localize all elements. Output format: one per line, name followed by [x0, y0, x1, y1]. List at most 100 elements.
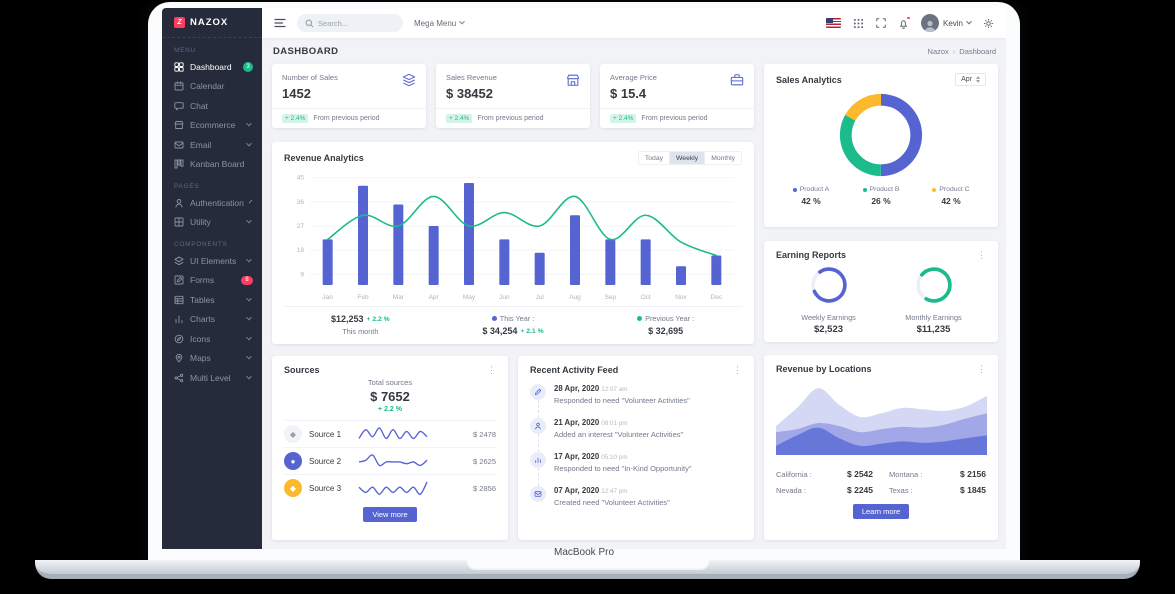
user-menu[interactable]: Kevin — [920, 14, 972, 32]
month-label: This month — [342, 327, 379, 336]
sidebar-badge: 8 — [241, 275, 253, 285]
main-area: Mega Menu — [262, 8, 1006, 549]
period-tabs: Today Weekly Monthly — [637, 151, 742, 165]
period-select[interactable]: Apr — [955, 73, 986, 86]
kebab-menu-icon[interactable]: ⋮ — [487, 364, 496, 375]
dashboard-icon — [174, 62, 184, 72]
kebab-menu-icon[interactable]: ⋮ — [977, 363, 986, 374]
sidebar-item-ecommerce[interactable]: Ecommerce — [162, 116, 262, 136]
sidebar-item-dashboard[interactable]: Dashboard 3 — [162, 57, 262, 77]
source-row-source-3[interactable]: ◆ Source 3 $ 2856 — [284, 474, 496, 501]
svg-text:Aug: Aug — [569, 294, 581, 301]
source-icon: ● — [284, 452, 302, 470]
content: Number of Sales 1452 + 2.4% From previou… — [262, 64, 1006, 540]
activity-item: 21 Apr, 2020 08:01 pm Added an interest "… — [530, 418, 742, 452]
timeline-rail — [538, 468, 539, 486]
legend-dot — [862, 187, 867, 192]
revenue-analytics-chart: 45 36 27 18 9 Jan Feb Mar Apr May Jun Jul Aug Sep Oct N… — [297, 175, 734, 301]
svg-text:Jan: Jan — [322, 294, 333, 301]
card-title: Sales Analytics — [776, 74, 842, 85]
tables-icon — [174, 295, 184, 305]
multi-level-icon — [174, 373, 184, 383]
earning-ring-chart — [915, 267, 952, 303]
activity-item: 17 Apr, 2020 05:10 pm Responded to need "… — [530, 452, 742, 486]
sidebar-item-calendar[interactable]: Calendar — [162, 77, 262, 97]
earning-metrics: Weekly Earnings $2,523 Monthly Earnings $… — [776, 265, 986, 335]
mega-menu-button[interactable]: Mega Menu — [414, 19, 466, 28]
sidebar-item-icons[interactable]: Icons — [162, 329, 262, 349]
tab-weekly[interactable]: Weekly — [669, 151, 706, 165]
view-more-button[interactable]: View more — [363, 507, 417, 522]
timeline-rail — [538, 434, 539, 452]
revenue-by-locations-card: Revenue by Locations ⋮ California : $ 25… — [764, 355, 998, 540]
store-icon — [566, 73, 580, 87]
chevron-down-icon — [246, 373, 252, 380]
earning-metric-weekly-earnings: Weekly Earnings $2,523 — [776, 265, 881, 335]
sidebar-item-ui-elements[interactable]: UI Elements — [162, 251, 262, 271]
donut-legend: Product A 42 % Product B 26 % Product C … — [776, 186, 986, 206]
sidebar-item-multi-level[interactable]: Multi Level — [162, 368, 262, 388]
chevron-down-icon — [246, 334, 252, 341]
topbar-actions: Kevin — [825, 14, 994, 32]
legend-dot — [932, 187, 937, 192]
ecommerce-icon — [174, 120, 184, 130]
activity-item: 07 Apr, 2020 12:47 pm Created need "Volun… — [530, 486, 742, 520]
breadcrumb-separator: › — [952, 47, 956, 56]
search-box[interactable] — [297, 14, 403, 32]
learn-more-button[interactable]: Learn more — [852, 504, 910, 519]
mail-icon — [530, 486, 546, 502]
chevron-down-icon — [246, 256, 252, 263]
sources-card: Sources ⋮ Total sources $ 7652 + 2.2 % ◆… — [272, 356, 508, 540]
source-sparkline-chart — [358, 454, 428, 467]
tab-monthly[interactable]: Monthly — [704, 151, 742, 165]
notifications-bell-icon[interactable] — [898, 15, 911, 29]
location-stat-montana-: Montana : $ 2156 — [889, 469, 986, 479]
source-icon: ◆ — [284, 479, 302, 497]
legend-item-product-a: Product A 42 % — [776, 186, 846, 206]
sidebar-item-chat[interactable]: Chat — [162, 96, 262, 116]
sidebar-item-maps[interactable]: Maps — [162, 349, 262, 369]
apps-grid-icon[interactable] — [853, 18, 864, 29]
breadcrumb-root[interactable]: Nazox — [927, 47, 949, 56]
settings-gear-icon[interactable] — [983, 18, 994, 29]
kebab-menu-icon[interactable]: ⋮ — [733, 364, 742, 375]
card-title: Earning Reports — [776, 250, 847, 260]
logo[interactable]: Z NAZOX — [162, 8, 262, 38]
revenue-analytics-card: Revenue Analytics Today Weekly Monthly 45 3… — [272, 142, 754, 344]
source-row-source-2[interactable]: ● Source 2 $ 2625 — [284, 447, 496, 474]
sidebar-item-forms[interactable]: Forms 8 — [162, 271, 262, 291]
kebab-menu-icon[interactable]: ⋮ — [977, 249, 986, 260]
sidebar-item-kanban-board[interactable]: Kanban Board — [162, 155, 262, 175]
sidebar-item-charts[interactable]: Charts — [162, 310, 262, 330]
svg-text:Mar: Mar — [393, 294, 405, 301]
svg-text:45: 45 — [297, 175, 305, 182]
location-stats: California : $ 2542 Montana : $ 2156 Nev… — [776, 466, 986, 498]
page-header: DASHBOARD Nazox › Dashboard — [262, 38, 1006, 64]
tab-today[interactable]: Today — [637, 151, 671, 165]
nazox-logo-icon: Z — [174, 17, 185, 28]
menu-toggle-button[interactable] — [274, 18, 286, 28]
svg-text:Jul: Jul — [536, 294, 545, 301]
search-input[interactable] — [318, 18, 395, 28]
location-stat-nevada-: Nevada : $ 2245 — [776, 485, 873, 495]
kanban-icon — [174, 159, 184, 169]
notification-dot — [906, 15, 911, 20]
user-icon — [530, 418, 546, 434]
maps-icon — [174, 353, 184, 363]
svg-text:Jun: Jun — [499, 294, 510, 301]
this-year-dot — [491, 316, 497, 321]
sidebar-item-tables[interactable]: Tables — [162, 290, 262, 310]
earning-ring-chart — [810, 267, 847, 303]
fullscreen-icon[interactable] — [876, 18, 886, 28]
sidebar-item-authentication[interactable]: Authentication — [162, 193, 262, 213]
sidebar-item-email[interactable]: Email — [162, 135, 262, 155]
sidebar-item-utility[interactable]: Utility — [162, 213, 262, 233]
delta-badge: + 2.4% — [446, 114, 473, 123]
chart-icon — [530, 452, 546, 468]
legend-item-product-c: Product C 42 % — [916, 186, 986, 206]
macbook-notch — [466, 560, 709, 570]
language-flag-icon[interactable] — [825, 18, 841, 28]
source-row-source-1[interactable]: ◆ Source 1 $ 2478 — [284, 420, 496, 447]
ui-elements-icon — [174, 256, 184, 266]
sources-total: Total sources $ 7652 + 2.2 % — [367, 378, 413, 413]
